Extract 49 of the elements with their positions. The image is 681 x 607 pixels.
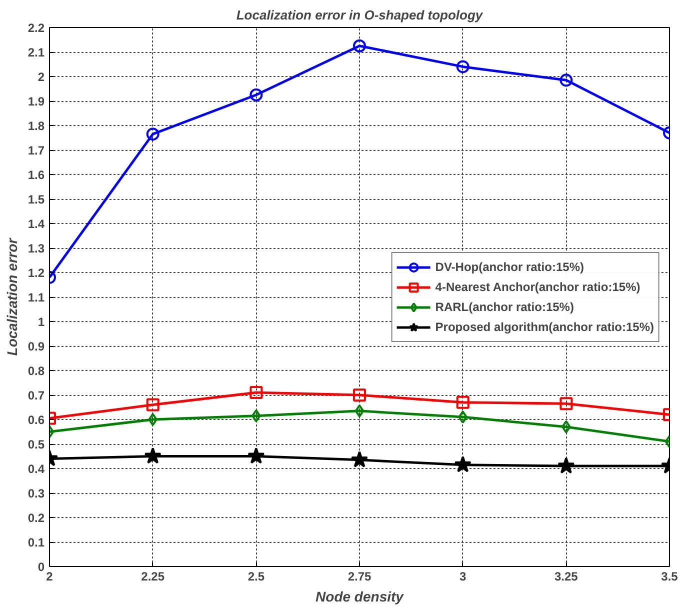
legend-label: RARL(anchor ratio:15%): [435, 300, 574, 314]
point: [353, 388, 366, 402]
y-tick-label: 0.8: [28, 364, 45, 378]
point: [252, 409, 261, 422]
y-tick-label: 2: [38, 70, 45, 84]
y-tick-label: 1.8: [28, 119, 45, 133]
y-tick-label: 0.6: [28, 413, 45, 427]
y-axis-title: Localization error: [4, 236, 20, 356]
y-tick-label: 1.1: [28, 290, 45, 304]
y-tick-label: 1.7: [28, 144, 45, 158]
y-tick-label: 1.9: [28, 94, 45, 108]
y-tick-label: 0.4: [28, 462, 45, 476]
point: [353, 39, 366, 52]
y-tick-label: 0.5: [28, 438, 45, 452]
point: [350, 450, 368, 468]
legend-label: 4-Nearest Anchor(anchor ratio:15%): [435, 280, 640, 294]
y-tick-label: 1.6: [28, 168, 45, 182]
legend-label: Proposed algorithm(anchor ratio:15%): [435, 320, 654, 334]
point: [456, 396, 470, 409]
y-tick-label: 0.9: [28, 340, 45, 354]
x-tick-label: 2.25: [141, 570, 165, 584]
x-axis-title: Node density: [316, 588, 405, 604]
x-tick-label: 3: [459, 570, 466, 584]
point: [354, 404, 364, 418]
y-tick-label: 0.3: [28, 486, 45, 500]
y-tick-label: 1.3: [28, 242, 45, 256]
y-tick-label: 0.7: [28, 388, 45, 402]
chart-title: Localization error in O-shaped topology: [236, 8, 484, 22]
x-tick-label: 2: [46, 570, 54, 584]
x-tick-label: 3.5: [661, 570, 678, 584]
y-tick-label: 0: [38, 560, 45, 574]
legend-label: DV-Hop(anchor ratio:15%): [435, 260, 584, 274]
point: [454, 456, 472, 472]
x-tick-label: 2.75: [348, 570, 372, 584]
y-tick-label: 1.2: [28, 266, 45, 280]
x-tick-label: 2.5: [248, 570, 265, 584]
x-tick-label: 3.25: [554, 570, 578, 584]
point: [456, 60, 470, 74]
y-tick-label: 0.2: [28, 511, 45, 525]
point: [248, 447, 265, 464]
y-tick-label: 2.1: [28, 46, 45, 60]
point: [250, 386, 263, 400]
point: [458, 410, 468, 424]
y-tick-label: 1: [38, 315, 45, 329]
y-tick-label: 1.5: [28, 192, 45, 206]
y-tick-label: 1.4: [28, 217, 45, 231]
y-tick-label: 2.2: [28, 21, 45, 35]
y-tick-label: 0.1: [28, 536, 45, 550]
point: [250, 88, 263, 102]
